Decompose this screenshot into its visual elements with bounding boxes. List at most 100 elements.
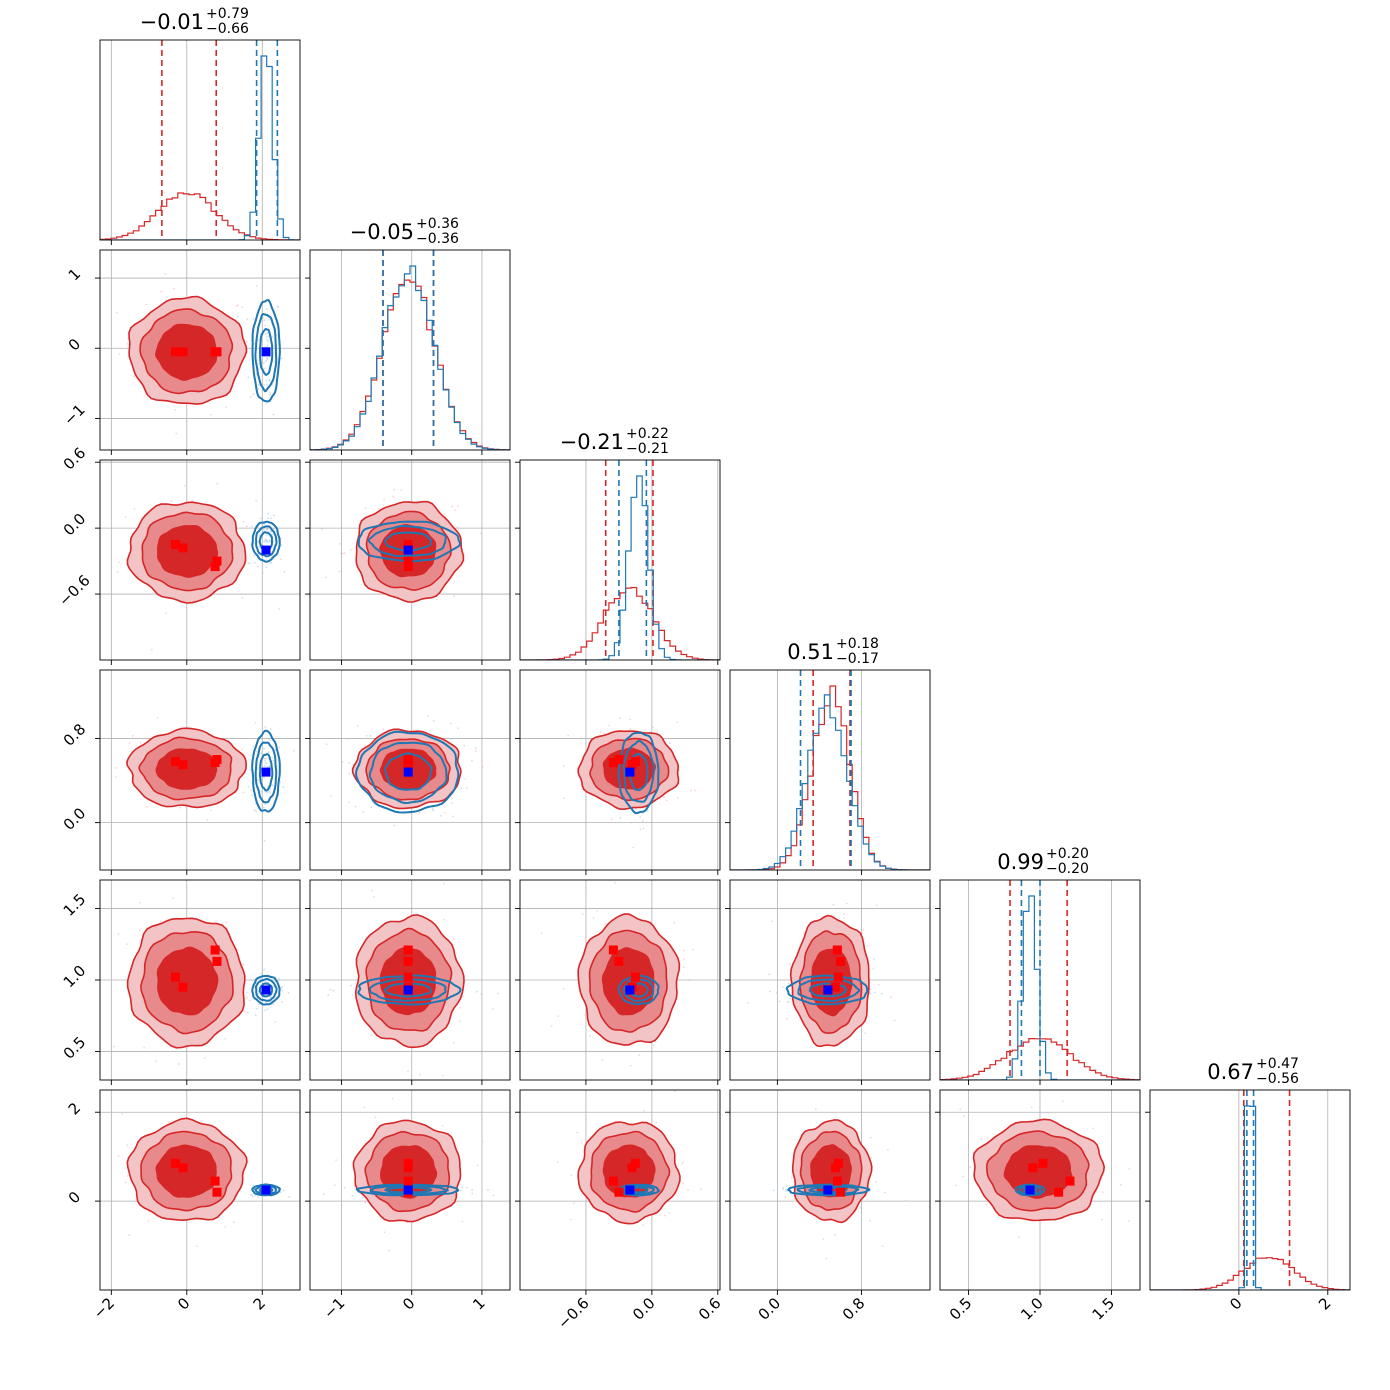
sample-point: [1101, 1191, 1104, 1194]
sample-point: [630, 1064, 632, 1067]
red-marker: [830, 1163, 840, 1173]
sample-point: [370, 806, 373, 808]
panel-4-4: [940, 880, 1140, 1080]
sample-point: [252, 393, 255, 395]
sample-point: [267, 512, 270, 515]
blue-contour-0: [617, 974, 660, 1006]
sample-point: [132, 375, 135, 378]
sample-point: [464, 778, 467, 780]
sample-point: [870, 1136, 872, 1139]
sample-point: [262, 316, 264, 319]
sample-point: [465, 786, 468, 789]
sample-point: [280, 558, 282, 561]
sample-point: [266, 1008, 269, 1010]
sample-point: [268, 739, 271, 741]
sample-point: [632, 846, 635, 849]
sample-point: [339, 542, 342, 545]
red-marker: [403, 956, 413, 966]
y-tick-label: 1: [65, 265, 84, 284]
sample-point: [378, 593, 380, 595]
red-marker: [403, 556, 413, 566]
sample-point: [248, 562, 251, 565]
sample-point: [443, 882, 445, 885]
red-marker: [403, 972, 413, 982]
red-marker: [212, 1187, 222, 1197]
sample-point: [596, 910, 599, 912]
param-title-minus: −0.56: [1256, 1071, 1299, 1087]
sample-point: [235, 305, 238, 307]
sample-point: [393, 824, 396, 827]
sample-point: [383, 498, 385, 501]
red-marker: [403, 755, 413, 764]
red-marker: [212, 556, 222, 566]
sample-point: [969, 1166, 972, 1168]
sample-point: [264, 539, 267, 541]
blue-contour-0: [1014, 1183, 1046, 1197]
sample-point: [266, 344, 269, 347]
sample-point: [253, 561, 256, 564]
sample-point: [254, 721, 257, 724]
sample-point: [480, 532, 483, 535]
sample-point: [224, 1037, 227, 1040]
sample-point: [563, 797, 565, 799]
blue-contour-0: [251, 520, 281, 563]
panel-frame: [99, 1089, 301, 1291]
sample-point: [251, 1194, 253, 1196]
sample-point: [146, 806, 148, 808]
sample-point: [646, 809, 649, 812]
sample-point: [265, 534, 268, 537]
sample-point: [267, 751, 270, 754]
blue-contour-0: [785, 974, 869, 1006]
sample-point: [116, 571, 119, 573]
sample-point: [263, 367, 266, 370]
sample-point: [642, 1110, 645, 1112]
sample-point: [266, 338, 269, 341]
sample-point: [247, 785, 250, 788]
sample-point: [781, 986, 784, 988]
blue-contour-2: [384, 1186, 433, 1194]
sample-point: [682, 1182, 684, 1185]
sample-point: [370, 1034, 373, 1036]
panel-frame: [99, 249, 301, 451]
param-title-minus: −0.36: [416, 231, 459, 247]
sample-point: [556, 1161, 559, 1163]
sample-point: [266, 765, 269, 768]
param-title-plus: +0.79: [206, 6, 249, 22]
sample-point: [272, 514, 275, 517]
sample-point: [747, 1002, 750, 1004]
red-marker: [832, 1176, 842, 1186]
sample-point: [1127, 1220, 1130, 1222]
blue-contour-0: [251, 299, 281, 403]
sample-point: [610, 818, 613, 821]
sample-point: [1120, 1183, 1122, 1186]
sample-point: [1053, 1219, 1056, 1222]
blue-contour-0: [787, 1183, 871, 1197]
sample-point: [471, 1192, 474, 1195]
panel-frame: [309, 249, 511, 451]
sample-point: [280, 357, 283, 360]
param-title-minus: −0.17: [836, 651, 879, 667]
sample-point: [787, 1001, 790, 1004]
sample-point: [457, 727, 459, 729]
sample-point: [842, 917, 845, 920]
blue-marker: [261, 347, 271, 357]
y-tick-label: −0.6: [55, 571, 93, 609]
y-tick-label: 0.8: [60, 720, 90, 750]
sample-point: [247, 376, 250, 379]
sample-point: [264, 324, 267, 327]
sample-point: [255, 810, 258, 813]
sample-point: [382, 728, 384, 731]
sample-point: [263, 523, 266, 526]
red-marker: [1065, 1176, 1075, 1186]
sample-point: [269, 562, 272, 565]
histogram-series-1: [730, 694, 930, 870]
sample-point: [265, 762, 268, 765]
sample-point: [268, 356, 271, 358]
sample-point: [791, 1176, 793, 1179]
red-marker: [1038, 1158, 1048, 1168]
sample-point: [881, 1245, 884, 1247]
sample-point: [267, 791, 269, 793]
sample-point: [329, 988, 332, 991]
sample-point: [889, 996, 892, 998]
histogram-series-0: [310, 279, 510, 450]
